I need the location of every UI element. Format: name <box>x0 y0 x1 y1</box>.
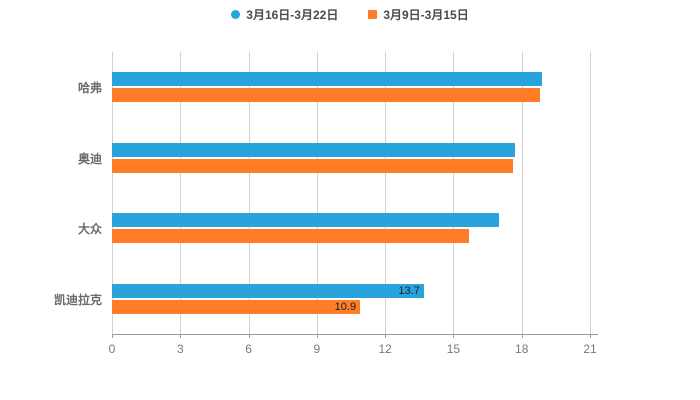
category-label: 大众 <box>77 222 102 237</box>
x-axis-tick <box>112 334 113 338</box>
gridline <box>112 52 113 334</box>
bar-series2[interactable] <box>112 158 513 173</box>
x-axis-tick-label: 18 <box>515 342 529 356</box>
x-axis-tick <box>248 334 250 338</box>
x-axis-tick-label: 15 <box>446 342 461 356</box>
category-label: 凯迪拉克 <box>53 292 102 307</box>
x-axis-line <box>112 334 598 335</box>
legend-label-series1: 3月16日-3月22日 <box>246 8 339 22</box>
x-axis-tick-label: 12 <box>378 342 392 356</box>
x-axis-tick-label: 0 <box>108 342 116 356</box>
gridline <box>590 52 591 334</box>
chart-legend: 3月16日-3月22日 3月9日-3月15日 <box>0 6 700 23</box>
x-axis-tick-label: 21 <box>583 342 597 356</box>
x-axis-tick <box>521 334 523 338</box>
bar-series2[interactable] <box>112 299 361 314</box>
x-axis-tick <box>316 334 318 338</box>
x-axis-tick-label: 9 <box>313 342 321 356</box>
gridline <box>248 52 250 334</box>
category-label: 哈弗 <box>77 81 102 96</box>
bar-value-label: 10.9 <box>334 300 357 313</box>
bar-series1[interactable] <box>112 142 515 157</box>
category-label: 奥迪 <box>77 151 102 166</box>
legend-item-series1[interactable]: 3月16日-3月22日 <box>231 6 338 23</box>
bar-series1[interactable] <box>112 213 499 228</box>
bar-series1[interactable] <box>112 72 543 87</box>
bar-series2[interactable] <box>112 229 470 244</box>
gridline <box>180 52 182 334</box>
gridline <box>453 52 455 334</box>
bar-value-label: 13.7 <box>398 284 420 297</box>
legend-square-marker-icon <box>368 10 378 19</box>
bar-series1[interactable] <box>112 283 424 298</box>
legend-circle-marker-icon <box>231 10 241 19</box>
gridline <box>385 52 387 334</box>
x-axis-tick <box>590 334 591 338</box>
bar-series2[interactable] <box>112 88 540 103</box>
legend-item-series2[interactable]: 3月9日-3月15日 <box>368 6 469 23</box>
x-axis-tick <box>180 334 182 338</box>
gridline <box>521 52 523 334</box>
x-axis-tick <box>453 334 455 338</box>
x-axis-tick <box>385 334 387 338</box>
x-axis-tick-label: 6 <box>245 342 252 356</box>
gridline <box>316 52 318 334</box>
x-axis-tick-label: 3 <box>176 342 184 356</box>
legend-label-series2: 3月9日-3月15日 <box>383 8 469 22</box>
